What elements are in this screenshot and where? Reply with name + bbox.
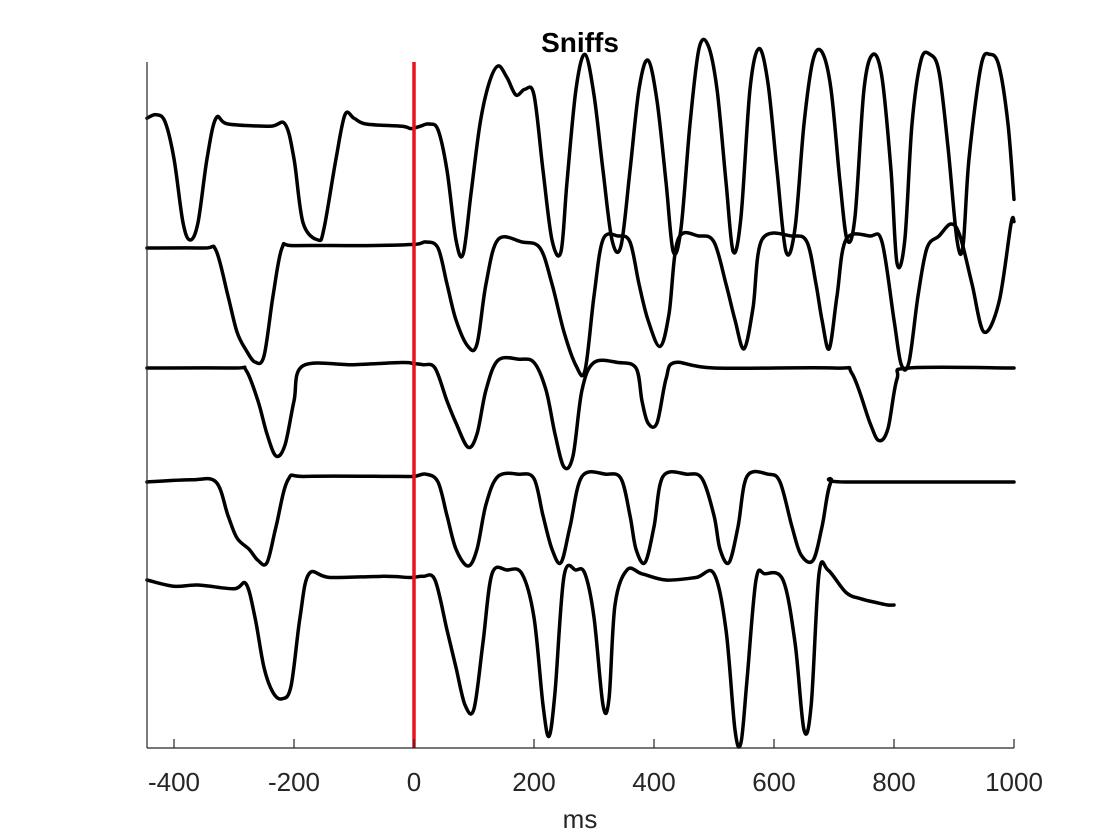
sniff-trace-3	[145, 355, 1016, 471]
x-tick-label: -400	[148, 767, 200, 797]
traces-group	[145, 37, 1016, 749]
x-axis-label: ms	[563, 804, 598, 834]
sniff-trace-2	[145, 215, 1016, 378]
x-tick-label: -200	[268, 767, 320, 797]
x-tick-label: 800	[872, 767, 915, 797]
x-tick-label: 200	[512, 767, 555, 797]
x-tick-label: 400	[632, 767, 675, 797]
chart-title: Sniffs	[541, 27, 619, 58]
x-tick-label: 600	[752, 767, 795, 797]
x-tick-label: 1000	[985, 767, 1043, 797]
sniff-trace-5	[145, 560, 896, 749]
x-tick-label: 0	[407, 767, 421, 797]
sniff-trace-4	[145, 469, 1016, 568]
sniff-trace-1	[145, 37, 1016, 270]
x-ticks-group: -400 -200 0 200 400 600 800 1000	[148, 739, 1043, 797]
